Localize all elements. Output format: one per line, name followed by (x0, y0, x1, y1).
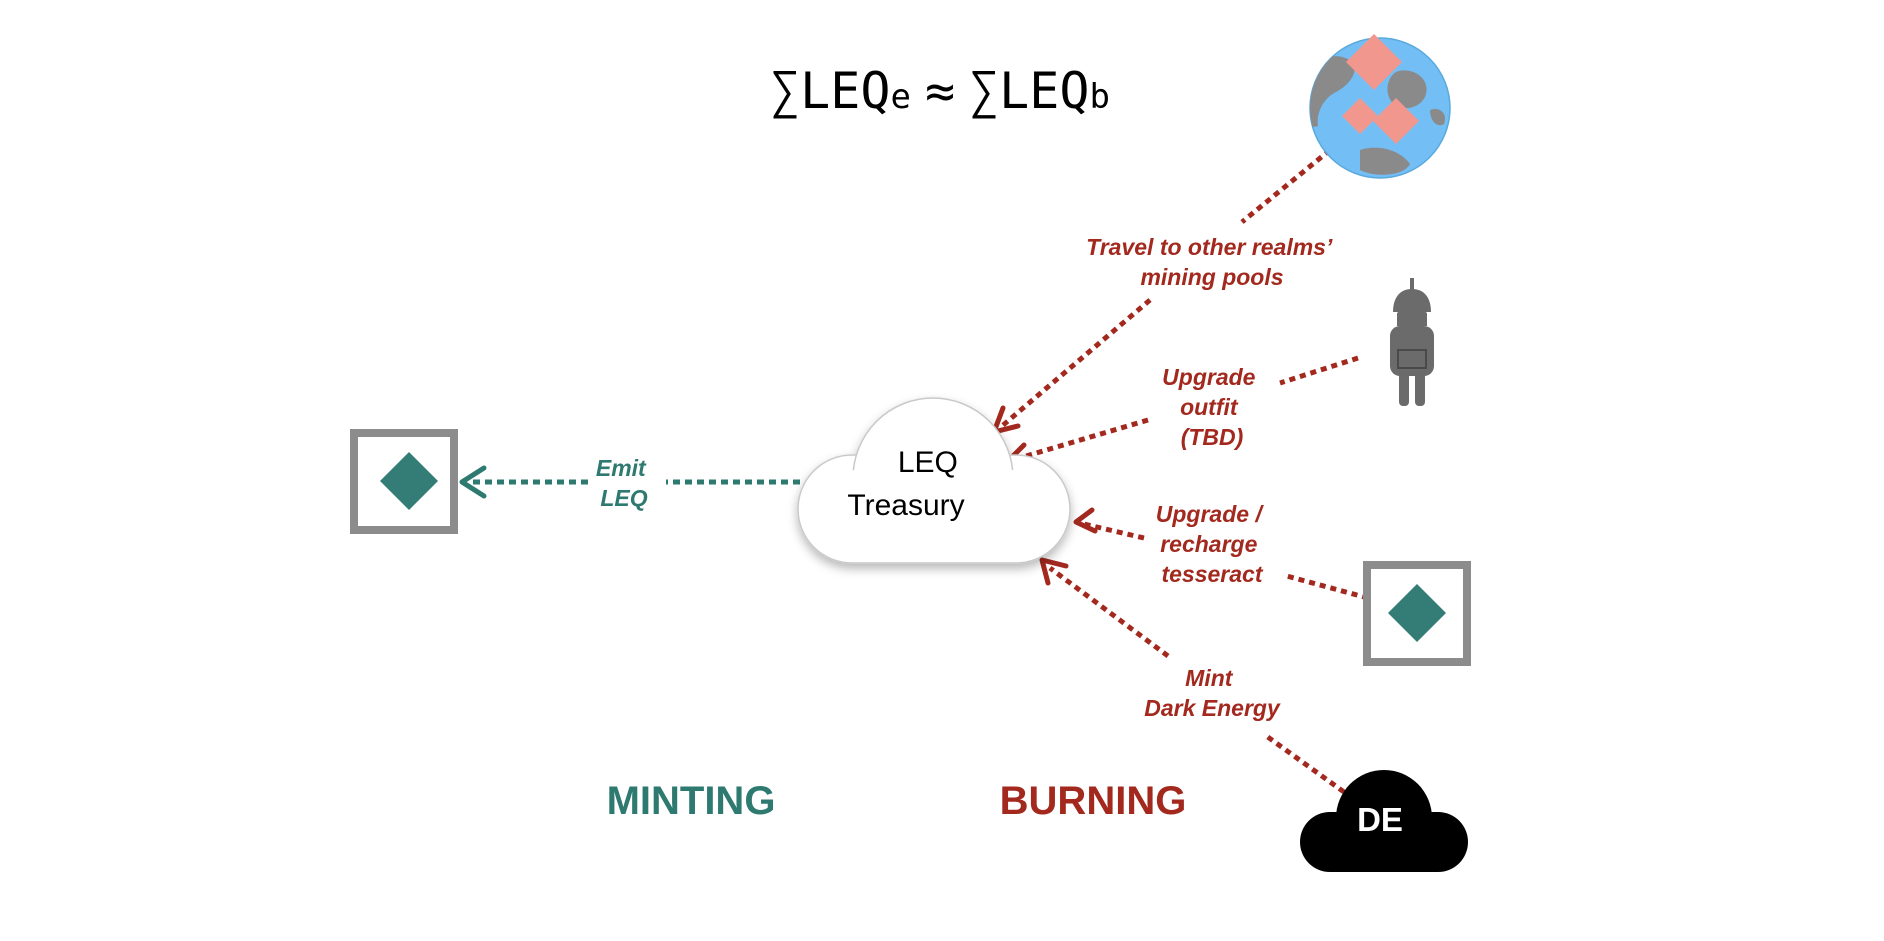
globe-gem-top (1346, 34, 1402, 90)
tesseract-edge-label: Upgrade / recharge tesseract (1156, 501, 1268, 587)
mint-edge-label: Emit LEQ (596, 455, 652, 511)
mint-edge: Emit LEQ (459, 455, 800, 511)
dark-energy-edge-label: Mint Dark Energy (1144, 665, 1281, 721)
tesseract-arrowhead (1073, 507, 1098, 534)
approx-symbol: ≈ (925, 62, 955, 120)
formula-left-base: LEQ (800, 62, 890, 120)
formula-left-sub: e (890, 77, 910, 117)
burn-edge-travel: Travel to other realms’ mining pools (991, 148, 1338, 435)
minting-section-label: MINTING (607, 779, 776, 823)
globe-gem-left (1342, 98, 1378, 134)
burn-edge-outfit: Upgrade outfit (TBD) (1005, 355, 1359, 469)
tesseract-gem (380, 452, 438, 510)
burning-section-label: BURNING (1000, 779, 1187, 823)
treasury-label: LEQ Treasury (847, 446, 966, 522)
dark-energy-label: DE (1357, 801, 1403, 838)
tesseract-icon (1363, 561, 1471, 666)
dark-energy-cloud-icon: DE (1300, 770, 1468, 872)
burn-edge-tesseract: Upgrade / recharge tesseract (1073, 501, 1369, 601)
burn-edge-dark-energy: Mint Dark Energy (1039, 557, 1346, 795)
tesseract-icon (350, 429, 458, 534)
tesseract-gem (1388, 584, 1446, 642)
travel-edge-label: Travel to other realms’ mining pools (1086, 234, 1338, 290)
balance-formula: ∑LEQe ≈ ∑LEQb (770, 62, 1110, 120)
dark-energy-arrowhead (1039, 557, 1069, 586)
sum-symbol-right: ∑ (969, 62, 999, 120)
sum-symbol-left: ∑ (770, 62, 800, 120)
mint-arrowhead (459, 465, 487, 499)
globe-gem-right (1373, 98, 1419, 144)
cloud-icon (797, 397, 1071, 564)
tesseract-frame (1363, 561, 1471, 666)
outfit-edge-label: Upgrade outfit (TBD) (1162, 364, 1262, 450)
formula-right-base: LEQ (999, 62, 1089, 120)
treasury-cloud: LEQ Treasury (797, 397, 1071, 564)
tesseract-frame (350, 429, 458, 534)
avatar-icon (1390, 278, 1434, 406)
globe-icon (1309, 34, 1451, 179)
formula-right-sub: b (1089, 77, 1109, 117)
